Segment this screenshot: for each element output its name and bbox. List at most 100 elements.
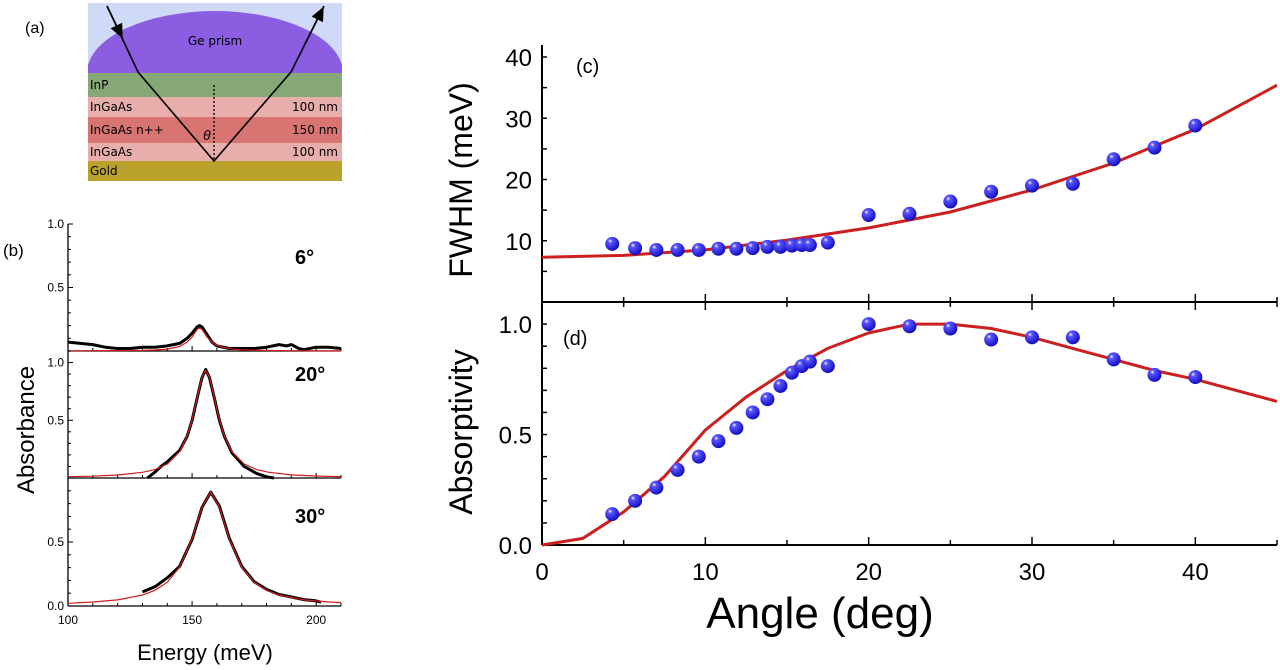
data-point — [670, 462, 685, 477]
angle-annotation: 6° — [295, 247, 314, 269]
reflected-arrow-icon — [304, 6, 324, 45]
layer-4 — [88, 161, 342, 181]
x-tick-label: 10 — [692, 559, 719, 586]
data-point — [691, 242, 706, 257]
subplot-0: 0.5 1.0 6° — [47, 217, 342, 352]
panel-label-d: (d) — [563, 328, 587, 350]
data-point — [1025, 178, 1039, 193]
data-point — [984, 332, 999, 347]
x-tick-label: 0 — [535, 559, 548, 586]
data-point — [773, 378, 788, 393]
layer-thickness: 100 nm — [292, 145, 338, 159]
data-point — [1065, 176, 1080, 191]
y-tick-label: 1.0 — [47, 217, 64, 231]
y-tick-label: 1.0 — [499, 312, 532, 339]
data-point — [902, 206, 917, 221]
data-point — [745, 405, 760, 420]
angle-dependence-panels: (c) (d) FWHM (meV) Absorptivity Angle (d… — [443, 45, 1278, 638]
angle-annotation: 30° — [295, 506, 325, 528]
layer-name: InP — [90, 78, 108, 92]
fit-curve — [67, 369, 342, 478]
data-point — [628, 241, 643, 256]
data-point — [902, 319, 917, 334]
fit-curve — [67, 327, 341, 352]
layer-name: InGaAs — [90, 100, 132, 114]
y-axis-label-c: FWHM (meV) — [443, 82, 479, 278]
data-point — [1188, 370, 1203, 385]
measured-spectrum — [67, 324, 342, 352]
data-point — [773, 239, 788, 254]
data-point — [760, 392, 775, 407]
measured-spectrum — [146, 368, 275, 480]
schematic-panel-a: (a) Ge prism InP InGaAs 100 nm InGaAs n++ 15… — [25, 3, 342, 181]
y-tick-label: 30 — [505, 106, 532, 133]
y-tick-label: 20 — [505, 168, 532, 195]
layer-thickness: 100 nm — [292, 100, 338, 114]
data-point — [802, 354, 817, 369]
data-point — [1106, 152, 1121, 167]
y-tick-label: 0.5 — [47, 535, 64, 549]
data-point — [1025, 330, 1039, 345]
layer-name: InGaAs n++ — [90, 123, 164, 137]
data-point — [649, 480, 664, 495]
panel-label-a: (a) — [25, 20, 45, 37]
subplot-2: 0.0 0.5 30° — [47, 477, 342, 613]
x-tick-label: 30 — [1019, 559, 1046, 586]
y-tick-label: 40 — [505, 45, 532, 72]
angle-annotation: 20° — [295, 364, 325, 386]
y-tick-label: 0.0 — [499, 533, 532, 560]
y-tick-label: 10 — [505, 229, 532, 256]
layer-thickness: 150 nm — [292, 123, 338, 137]
data-point — [711, 241, 726, 256]
data-point — [605, 236, 620, 251]
data-point — [670, 242, 685, 257]
x-tick-label: 150 — [182, 613, 202, 627]
panel-label-c: (c) — [576, 56, 599, 78]
data-point — [711, 434, 726, 449]
data-point — [1065, 330, 1080, 345]
fit-curve — [67, 490, 342, 604]
panel-d-plot: 0.0 0.5 1.0 — [499, 301, 1278, 560]
prism-label: Ge prism — [188, 34, 242, 48]
data-point — [1188, 118, 1203, 133]
layer-2 — [88, 117, 342, 143]
incident-arrow-icon — [106, 5, 123, 39]
data-point — [861, 208, 876, 223]
y-axis-label-b: Absorbance — [13, 366, 40, 494]
data-point — [1147, 367, 1162, 382]
data-point — [729, 420, 744, 435]
data-point — [784, 365, 799, 380]
data-point — [820, 359, 835, 374]
x-tick-label: 100 — [58, 613, 78, 627]
x-axis-label-b: Energy (meV) — [137, 640, 273, 665]
panel-label-b: (b) — [3, 241, 24, 260]
angle-theta: θ — [203, 127, 211, 143]
y-tick-label: 0.5 — [499, 423, 532, 450]
y-tick-label: 0.5 — [47, 281, 64, 295]
data-point — [1106, 352, 1121, 367]
x-tick-label: 20 — [855, 559, 882, 586]
data-point — [729, 241, 744, 256]
data-point — [984, 184, 999, 199]
data-point — [820, 235, 835, 250]
data-point — [802, 238, 817, 253]
absorbance-spectra-panel-b: (b) Absorbance Energy (meV) 0.5 1.0 6° 0.5 1… — [3, 217, 342, 665]
layer-name: Gold — [90, 164, 118, 178]
light-ray — [106, 5, 325, 163]
layer-1 — [88, 97, 342, 117]
data-point — [691, 449, 706, 464]
data-point — [943, 321, 958, 336]
layer-3 — [88, 143, 342, 161]
y-tick-label: 0.5 — [47, 413, 64, 427]
y-axis-label-d: Absorptivity — [443, 349, 479, 514]
data-point — [760, 239, 775, 254]
data-point — [943, 194, 958, 209]
layer-0 — [88, 73, 342, 97]
fit-curve — [541, 322, 1278, 547]
fit-curve — [541, 83, 1278, 259]
panel-c-plot: 10 20 30 40 — [505, 45, 1278, 303]
subplot-1: 0.5 1.0 20° — [47, 350, 342, 480]
layer-name: InGaAs — [90, 145, 132, 159]
data-point — [649, 242, 664, 257]
